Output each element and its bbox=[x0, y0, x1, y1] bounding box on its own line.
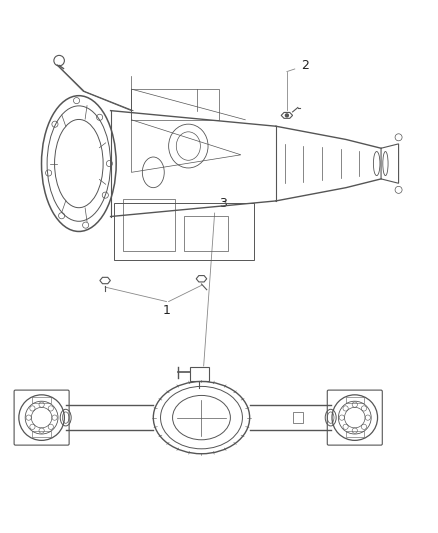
Text: 2: 2 bbox=[301, 59, 309, 72]
Bar bbox=[114, 203, 254, 260]
Text: 3: 3 bbox=[219, 197, 227, 209]
Bar bbox=[123, 199, 175, 251]
Bar bbox=[346, 431, 364, 437]
Bar bbox=[190, 367, 209, 381]
Bar bbox=[346, 397, 364, 403]
Bar bbox=[32, 431, 51, 437]
Bar bbox=[131, 89, 219, 120]
Bar bbox=[293, 413, 303, 423]
Text: 1: 1 bbox=[162, 304, 170, 317]
Circle shape bbox=[285, 113, 289, 118]
Bar bbox=[32, 397, 51, 403]
Bar bbox=[184, 216, 228, 251]
